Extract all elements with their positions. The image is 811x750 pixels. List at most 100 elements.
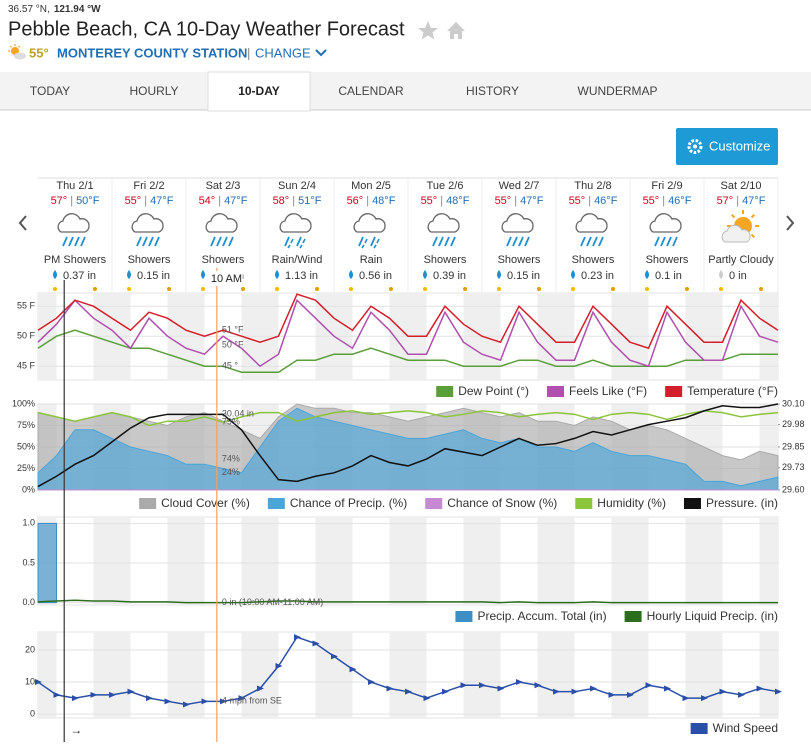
current-temp: 55°	[29, 45, 49, 60]
current-icon	[8, 44, 26, 60]
legend-label[interactable]: Pressure. (in)	[706, 496, 778, 510]
cloud	[721, 224, 751, 243]
rain-streak	[62, 236, 68, 247]
legend-label[interactable]: Precip. Accum. Total (in)	[477, 609, 606, 623]
legend-swatch[interactable]	[690, 723, 708, 734]
weather-icon	[575, 213, 608, 247]
y-tick-label: 0	[30, 709, 35, 719]
y-tick-label: 0%	[22, 484, 35, 494]
legend-label[interactable]: Wind Speed	[713, 721, 778, 735]
tab-label[interactable]: CALENDAR	[338, 84, 404, 98]
tab-label[interactable]: 10-DAY	[238, 84, 280, 98]
sun-dot	[423, 287, 427, 291]
wind-marker	[442, 688, 449, 695]
legend-label[interactable]: Cloud Cover (%)	[161, 496, 250, 510]
annotation: 4 mph from SE	[222, 696, 282, 706]
low-temp: 48°F	[446, 195, 470, 207]
day-date: Fri 2/9	[651, 180, 682, 192]
wind-marker	[368, 679, 375, 686]
tab-label[interactable]: HOURLY	[129, 84, 178, 98]
night-band	[260, 517, 279, 605]
annotation: 30.04 in	[222, 409, 254, 419]
legend-swatch[interactable]	[624, 611, 642, 622]
legend-label[interactable]: Hourly Liquid Precip. (in)	[647, 609, 778, 623]
home-icon[interactable]	[447, 22, 465, 39]
high-temp: 55°	[495, 195, 512, 207]
sun-dot	[349, 287, 353, 291]
station-name[interactable]: MONTEREY COUNTY STATION	[57, 45, 247, 60]
wind-marker	[534, 682, 542, 689]
wind-marker	[756, 685, 764, 692]
annotation: 79%	[222, 416, 240, 426]
cursor-label: 10 AM	[211, 273, 242, 285]
sun-dot	[53, 287, 57, 291]
rain-drop	[373, 238, 380, 249]
legend-label[interactable]: Chance of Precip. (%)	[290, 496, 407, 510]
annotation: 74%	[222, 453, 240, 463]
prev-arrow[interactable]	[18, 215, 27, 231]
annotation: 50 °F	[222, 340, 244, 350]
legend-swatch[interactable]	[139, 498, 157, 509]
rain-streak	[296, 236, 302, 247]
moon-dot	[389, 287, 393, 291]
rain-streak	[672, 236, 678, 247]
weather-icon	[721, 210, 759, 243]
weather-icon	[427, 213, 460, 247]
cloud	[131, 213, 164, 233]
gear-icon[interactable]	[687, 139, 703, 154]
rain-streak	[370, 236, 376, 247]
customize-button[interactable]	[676, 128, 778, 165]
chart: 0.0 0.5 1.0 0 in (10:00 AM-11:00 AM) Hourly …	[22, 516, 779, 623]
legend-swatch[interactable]	[436, 386, 454, 397]
rain-streak	[518, 236, 524, 247]
rain-streak	[68, 236, 74, 247]
legend-swatch[interactable]	[425, 498, 443, 509]
weather-icon	[279, 213, 312, 249]
sun-dot	[275, 287, 279, 291]
high-temp: 54°	[199, 195, 216, 207]
day-date: Thu 2/1	[56, 180, 93, 192]
y2-tick-label: 29.85	[782, 441, 805, 451]
favorite-star[interactable]	[418, 21, 438, 40]
day-date: Mon 2/5	[351, 180, 391, 192]
night-band	[630, 517, 649, 605]
legend-swatch[interactable]	[575, 498, 593, 509]
precip-amount: 0.15 in	[137, 270, 170, 282]
wind-marker	[405, 688, 412, 695]
cloud	[205, 213, 238, 233]
low-temp: 47°F	[742, 195, 766, 207]
active-tab[interactable]	[207, 71, 311, 112]
customize-label[interactable]: Customize	[709, 138, 770, 153]
tab-label[interactable]: HISTORY	[466, 84, 519, 98]
night-band	[482, 632, 501, 718]
precip-drop	[497, 270, 501, 279]
legend-swatch[interactable]	[267, 498, 285, 509]
tab-label[interactable]: TODAY	[30, 84, 70, 98]
rain-streak	[598, 236, 604, 247]
low-temp: 47°F	[520, 195, 544, 207]
next-arrow[interactable]	[786, 215, 795, 231]
wind-marker	[571, 688, 579, 695]
cloud	[501, 213, 534, 233]
high-temp: 57°	[51, 195, 68, 207]
night-band	[704, 632, 723, 718]
legend-label[interactable]: Humidity (%)	[597, 496, 666, 510]
legend-label[interactable]: Dew Point (°)	[458, 384, 529, 398]
rain-streak	[148, 236, 154, 247]
legend-label[interactable]: Chance of Snow (%)	[447, 496, 557, 510]
legend-swatch[interactable]	[683, 498, 701, 509]
wind-marker	[682, 695, 690, 702]
high-temp: 57°	[717, 195, 734, 207]
legend-swatch[interactable]	[455, 611, 473, 622]
change-chevron[interactable]	[315, 49, 327, 57]
legend-label[interactable]: Temperature (°F)	[687, 384, 778, 398]
moon-dot	[685, 287, 689, 291]
precip-drop	[275, 270, 279, 279]
change-link[interactable]: CHANGE	[255, 45, 311, 60]
tab-label[interactable]: WUNDERMAP	[578, 84, 658, 98]
legend-swatch[interactable]	[665, 386, 683, 397]
legend-label[interactable]: Feels Like (°F)	[569, 384, 647, 398]
moon-dot	[759, 287, 763, 291]
legend-swatch[interactable]	[547, 386, 565, 397]
